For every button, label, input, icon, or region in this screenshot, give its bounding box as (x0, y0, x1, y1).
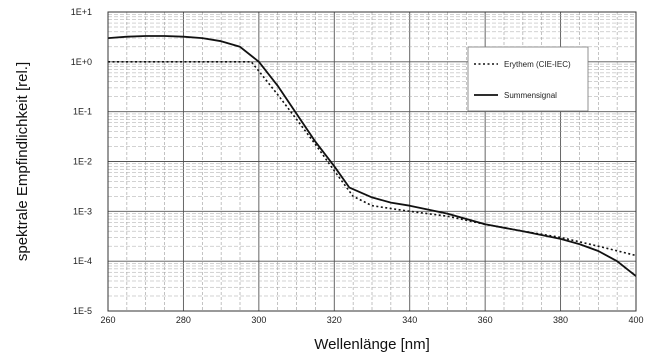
x-tick-label: 300 (251, 315, 266, 325)
x-tick-label: 340 (402, 315, 417, 325)
x-tick-label: 400 (628, 315, 643, 325)
x-axis-title: Wellenlänge [nm] (314, 336, 430, 353)
x-tick-label: 320 (327, 315, 342, 325)
legend-label-summensignal: Summensignal (504, 91, 557, 100)
legend-label-erythem: Erythem (CIE-IEC) (504, 60, 571, 69)
x-tick-labels: 260 280 300 320 340 360 380 400 (100, 315, 643, 325)
y-tick-label: 1E-2 (73, 157, 92, 167)
y-tick-label: 1E-4 (73, 256, 92, 266)
series-layer (107, 35, 637, 277)
legend: Erythem (CIE-IEC) Summensignal (467, 46, 589, 112)
plot-frame (107, 11, 637, 312)
y-tick-label: 1E-1 (73, 107, 92, 117)
y-tick-label: 1E+1 (71, 7, 92, 17)
y-tick-labels: 1E+1 1E+0 1E-1 1E-2 1E-3 1E-4 1E-5 (71, 7, 92, 316)
y-tick-label: 1E-5 (73, 306, 92, 316)
x-tick-label: 280 (176, 315, 191, 325)
x-tick-label: 380 (553, 315, 568, 325)
series-line-summensignal (107, 35, 637, 277)
legend-box (467, 46, 589, 112)
y-tick-label: 1E+0 (71, 57, 92, 67)
y-tick-label: 1E-3 (73, 206, 92, 216)
y-axis-title: spektrale Empfindlichkeit [rel.] (14, 62, 31, 261)
x-tick-label: 360 (478, 315, 493, 325)
x-tick-label: 260 (100, 315, 115, 325)
